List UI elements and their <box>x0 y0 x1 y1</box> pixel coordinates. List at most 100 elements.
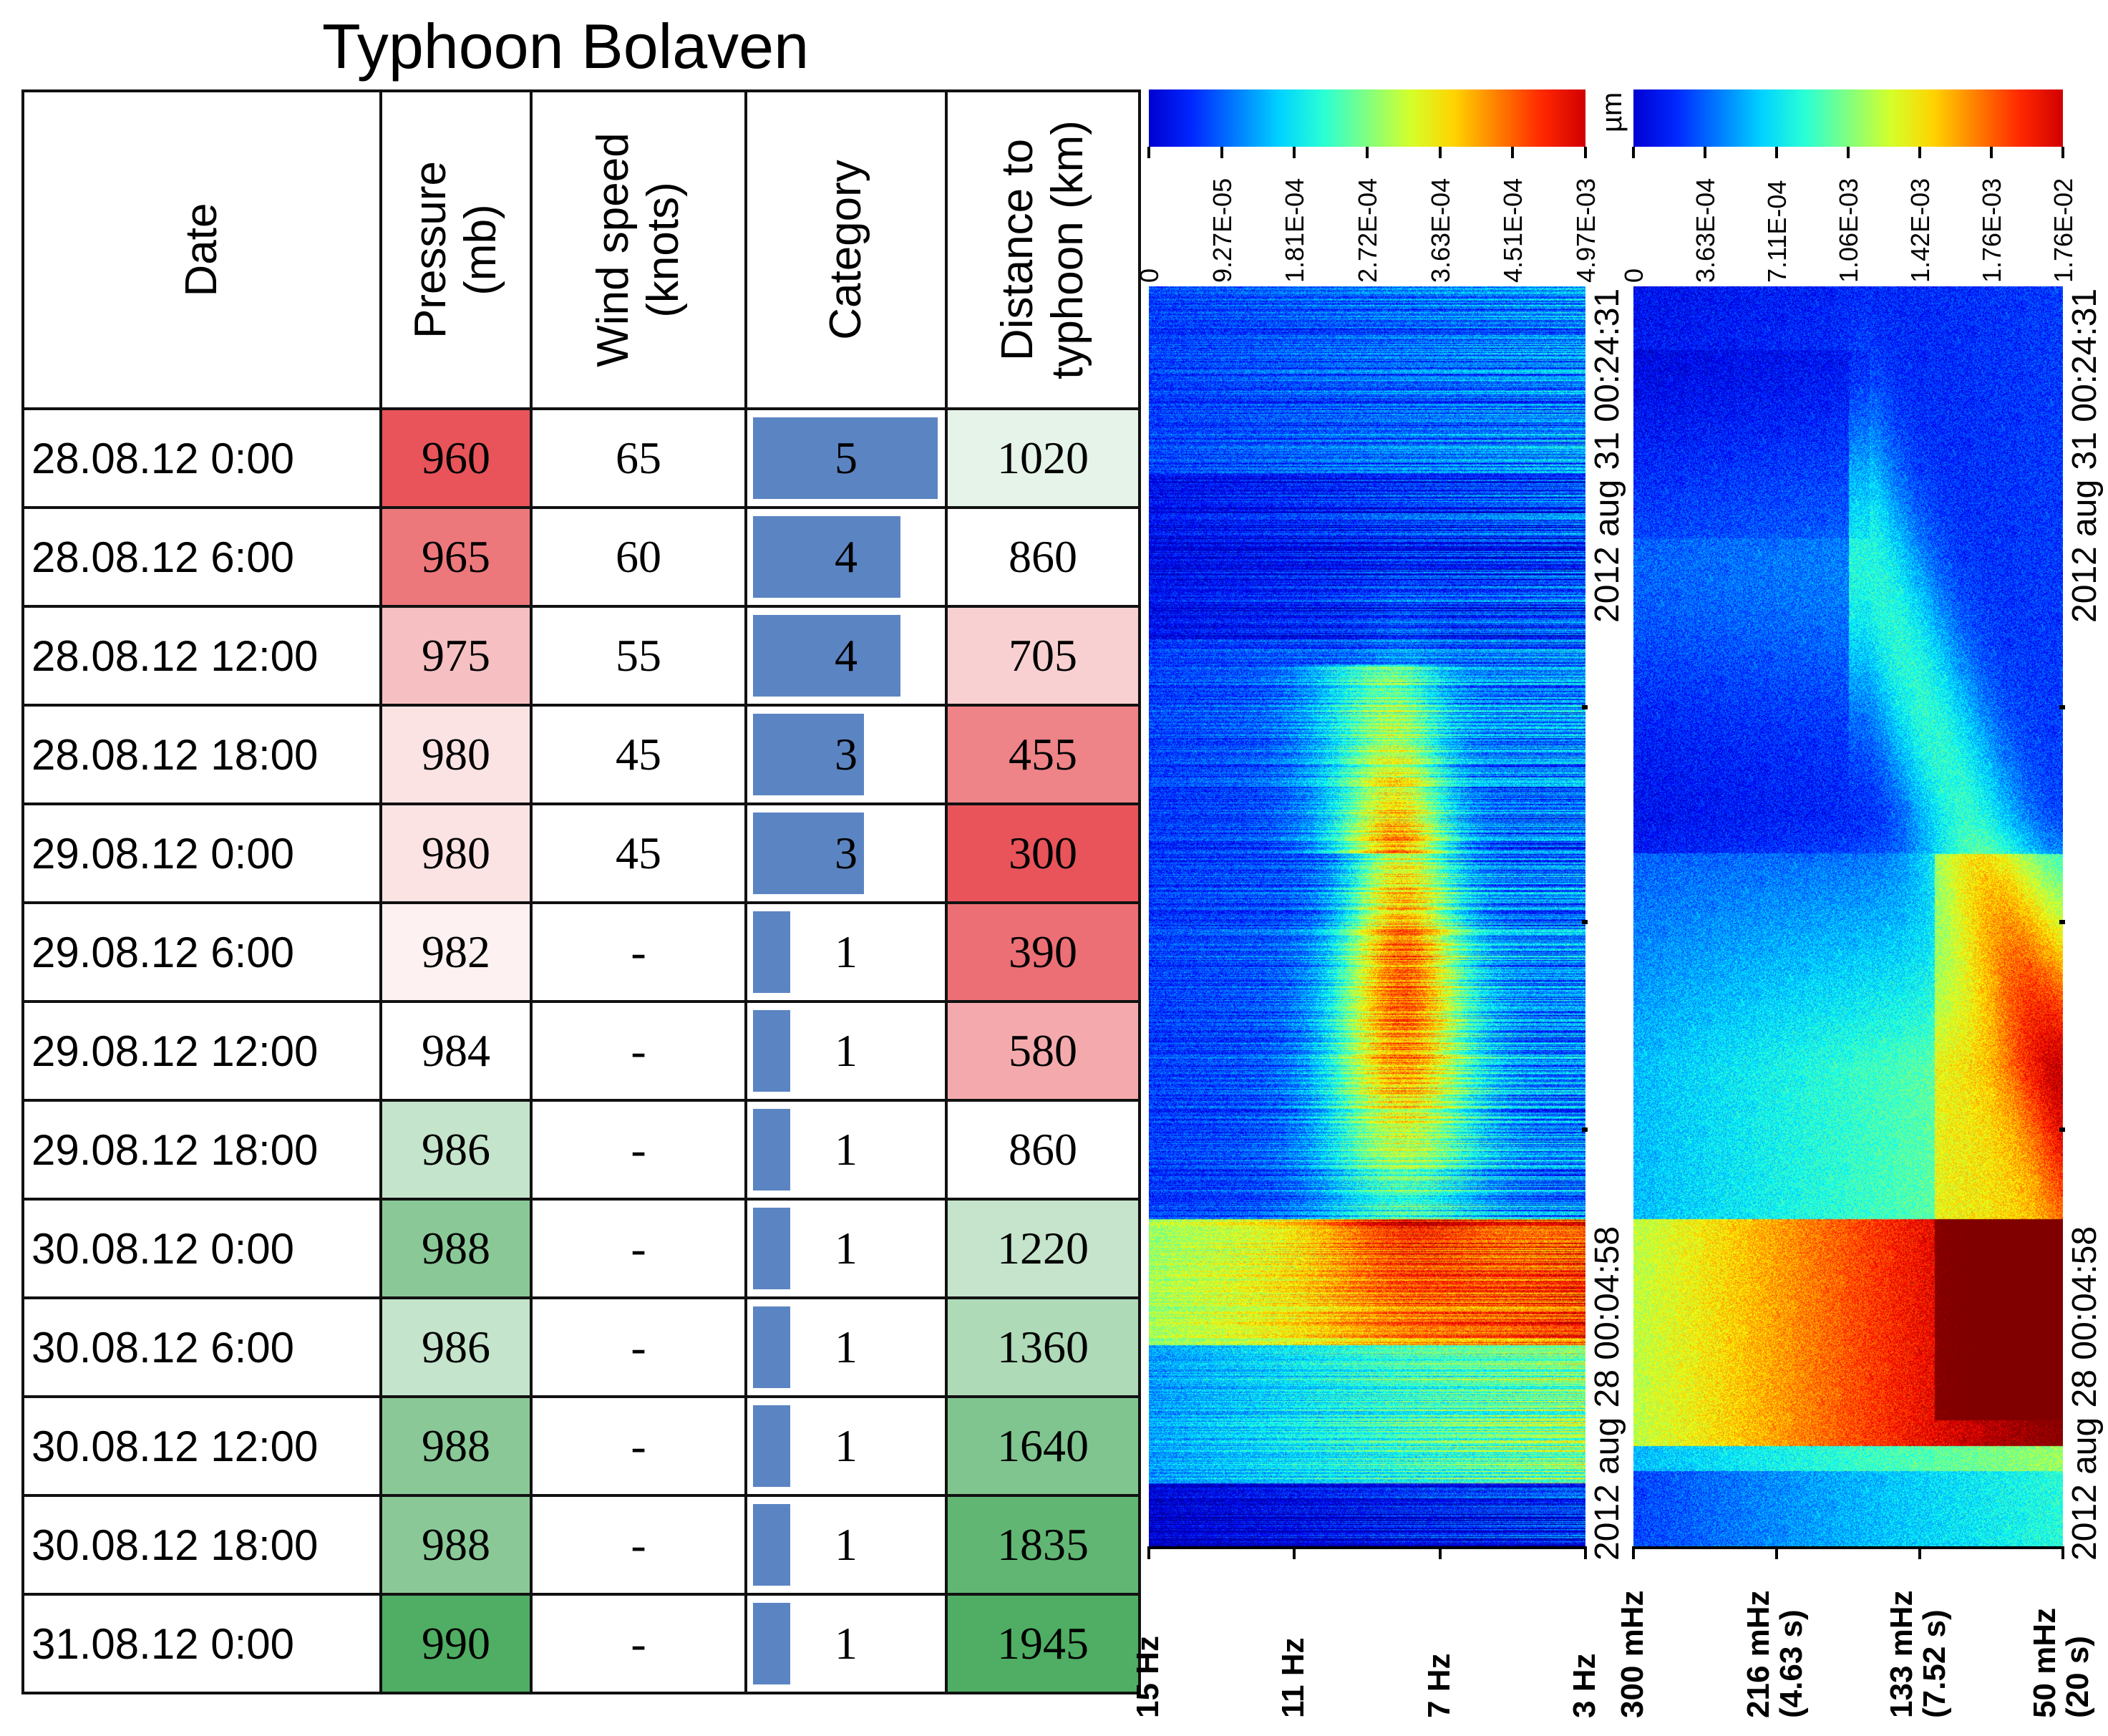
table-row: 28.08.12 0:00 960 65 5 1020 <box>21 407 1141 509</box>
cell-date: 31.08.12 0:00 <box>21 1593 382 1694</box>
cell-pressure: 980 <box>379 802 533 904</box>
time-tick <box>1582 705 1588 709</box>
table-row: 30.08.12 0:00 988- 1 1220 <box>21 1198 1141 1299</box>
colorbar-unit: µm <box>1596 92 1628 132</box>
cell-distance: 580 <box>945 1000 1141 1102</box>
cell-category: 1 <box>744 1395 948 1497</box>
colorbar-tick <box>1511 147 1515 158</box>
x-axis-tick-label: 3 Hz <box>1567 1653 1602 1718</box>
cell-wind: - <box>530 1593 747 1694</box>
colorbar-tick-label: 1.42E-03 <box>1905 178 1935 283</box>
colorbar-tick-label: 2.72E-04 <box>1353 178 1382 283</box>
table-row: 31.08.12 0:00 990- 1 1945 <box>21 1593 1141 1694</box>
cell-date: 29.08.12 12:00 <box>21 1000 382 1102</box>
colorbar-gradient <box>1633 89 2063 147</box>
colorbar-tick <box>1990 147 1993 158</box>
x-axis-tick-label: 216 mHz (4.63 s) <box>1741 1590 1809 1718</box>
cell-distance: 390 <box>945 901 1141 1003</box>
cell-pressure: 986 <box>379 1099 533 1201</box>
category-bar <box>753 1504 790 1586</box>
colorbar-tick-label: 0 <box>1135 268 1164 283</box>
colorbar-tick-label: 4.97E-03 <box>1571 178 1601 283</box>
cell-distance: 1360 <box>945 1296 1141 1398</box>
colorbar-tick-label: 1.81E-04 <box>1280 178 1310 283</box>
x-axis-tick <box>1632 1546 1635 1559</box>
x-axis-tick <box>1775 1546 1778 1559</box>
category-bar <box>753 813 864 894</box>
time-tick <box>2059 1128 2065 1132</box>
cell-category: 1 <box>744 901 948 1003</box>
cell-category: 1 <box>744 1000 948 1102</box>
header-pressure-label: Pressure (mb) <box>406 160 505 339</box>
cell-distance: 1835 <box>945 1494 1141 1596</box>
cell-pressure: 988 <box>379 1395 533 1497</box>
colorbar-tick <box>2061 147 2064 158</box>
category-bar <box>753 1405 790 1487</box>
header-distance: Distance to typhoon (km) <box>945 89 1141 410</box>
cell-category: 3 <box>744 704 948 805</box>
cell-wind: - <box>530 1494 747 1596</box>
table-row: 28.08.12 18:00 980 45 3 455 <box>21 704 1141 805</box>
colorbar-tick <box>1632 147 1635 158</box>
cell-category: 1 <box>744 1099 948 1201</box>
cell-distance: 1640 <box>945 1395 1141 1497</box>
colorbar-tick <box>1438 147 1442 158</box>
category-bar <box>753 516 901 598</box>
time-label-end: 2012 aug 31 00:24:31 <box>2066 288 2104 623</box>
cell-date: 28.08.12 0:00 <box>21 407 382 509</box>
table-row: 30.08.12 12:00 988- 1 1640 <box>21 1395 1141 1497</box>
colorbar-tick-label: 3.63E-04 <box>1691 178 1720 283</box>
cell-wind: 60 <box>530 506 747 608</box>
table-row: 30.08.12 6:00 986- 1 1360 <box>21 1296 1141 1398</box>
x-axis-tick <box>1147 1546 1150 1559</box>
cell-category: 1 <box>744 1494 948 1596</box>
table-row: 28.08.12 6:00 965 60 4 860 <box>21 506 1141 608</box>
cell-wind: - <box>530 1296 747 1398</box>
cell-date: 30.08.12 12:00 <box>21 1395 382 1497</box>
colorbar-tick-label: 1.06E-03 <box>1834 178 1863 283</box>
cell-category: 1 <box>744 1198 948 1299</box>
colorbar-tick <box>1704 147 1706 158</box>
colorbar-tick <box>1220 147 1223 158</box>
category-value: 3 <box>835 828 858 878</box>
cell-wind: 45 <box>530 802 747 904</box>
cell-date: 28.08.12 12:00 <box>21 605 382 707</box>
cell-pressure: 980 <box>379 704 533 805</box>
colorbar-tick-label: 4.51E-04 <box>1498 178 1528 283</box>
table-row: 30.08.12 18:00 988- 1 1835 <box>21 1494 1141 1596</box>
cell-date: 29.08.12 18:00 <box>21 1099 382 1201</box>
cell-distance: 1220 <box>945 1198 1141 1299</box>
cell-date: 28.08.12 6:00 <box>21 506 382 608</box>
colorbar-tick-label: 7.11E-04 <box>1762 180 1792 283</box>
cell-wind: 65 <box>530 407 747 509</box>
cell-category: 1 <box>744 1593 948 1694</box>
typhoon-table: Date Pressure (mb) Wind speed (knots) Cate… <box>21 89 1141 1694</box>
table-row: 29.08.12 6:00 982- 1 390 <box>21 901 1141 1003</box>
time-label-start: 2012 aug 28 00:04:58 <box>2066 1226 2104 1561</box>
category-value: 1 <box>835 1519 858 1570</box>
table-row: 28.08.12 12:00 975 55 4 705 <box>21 605 1141 707</box>
category-value: 1 <box>835 1420 858 1471</box>
cell-pressure: 986 <box>379 1296 533 1398</box>
spectrogram-left <box>1149 286 1585 1546</box>
colorbar-gradient <box>1149 89 1585 147</box>
cell-date: 29.08.12 6:00 <box>21 901 382 1003</box>
x-axis-line <box>1633 1546 2063 1549</box>
colorbar-tick <box>1775 147 1778 158</box>
x-axis-tick-label: 133 mHz (7.52 s) <box>1884 1590 1952 1718</box>
cell-pressure: 988 <box>379 1494 533 1596</box>
header-date-label: Date <box>177 203 226 297</box>
table-header-row: Date Pressure (mb) Wind speed (knots) Cate… <box>21 89 1141 410</box>
cell-wind: - <box>530 1000 747 1102</box>
cell-wind: 45 <box>530 704 747 805</box>
x-axis-tick <box>1293 1546 1296 1559</box>
cell-distance: 300 <box>945 802 1141 904</box>
category-value: 1 <box>835 1322 858 1372</box>
cell-pressure: 975 <box>379 605 533 707</box>
cell-wind: - <box>530 1395 747 1497</box>
cell-pressure: 965 <box>379 506 533 608</box>
x-axis-tick-label: 15 Hz <box>1130 1636 1165 1718</box>
colorbar-tick-label: 0 <box>1619 268 1648 283</box>
colorbar-tick <box>1584 147 1587 158</box>
category-bar <box>753 1603 790 1684</box>
